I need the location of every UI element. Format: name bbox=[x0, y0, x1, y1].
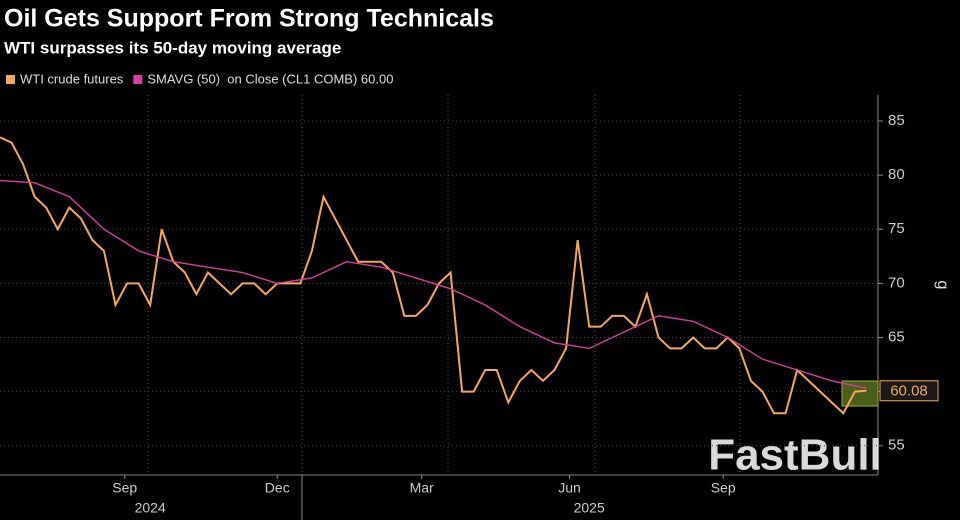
y-tick-label: 70 bbox=[888, 274, 905, 291]
legend-label: WTI crude futures bbox=[20, 71, 124, 86]
y-tick-label: 55 bbox=[888, 437, 905, 454]
year-label: 2024 bbox=[135, 500, 166, 516]
y-tick-label: 80 bbox=[888, 166, 905, 183]
year-label: 2025 bbox=[574, 500, 605, 516]
y-axis-label: g bbox=[934, 281, 951, 290]
y-tick-label: 85 bbox=[888, 112, 905, 129]
x-tick-label: Mar bbox=[410, 480, 434, 496]
chart-subtitle: WTI surpasses its 50-day moving average bbox=[4, 38, 341, 57]
x-tick-label: Dec bbox=[265, 480, 290, 496]
series-line bbox=[0, 136, 867, 415]
series-line bbox=[0, 179, 867, 390]
watermark: FastBull bbox=[708, 431, 882, 480]
last-value-box bbox=[879, 380, 939, 402]
legend-swatch bbox=[133, 75, 143, 84]
y-tick-label: 75 bbox=[888, 220, 905, 237]
highlight-box bbox=[841, 380, 879, 407]
quarter-separators bbox=[147, 95, 741, 475]
legend-swatch bbox=[6, 75, 15, 84]
legend-label: SMAVG (50) on Close (CL1 COMB) 60.00 bbox=[147, 71, 393, 86]
x-tick-label: Sep bbox=[711, 480, 736, 496]
y-tick-label: 65 bbox=[888, 328, 905, 345]
x-tick-label: Sep bbox=[112, 480, 137, 496]
last-value-label: 60.08 bbox=[890, 383, 928, 400]
x-tick-label: Jun bbox=[558, 480, 581, 496]
chart-title: Oil Gets Support From Strong Technicals bbox=[4, 5, 494, 33]
